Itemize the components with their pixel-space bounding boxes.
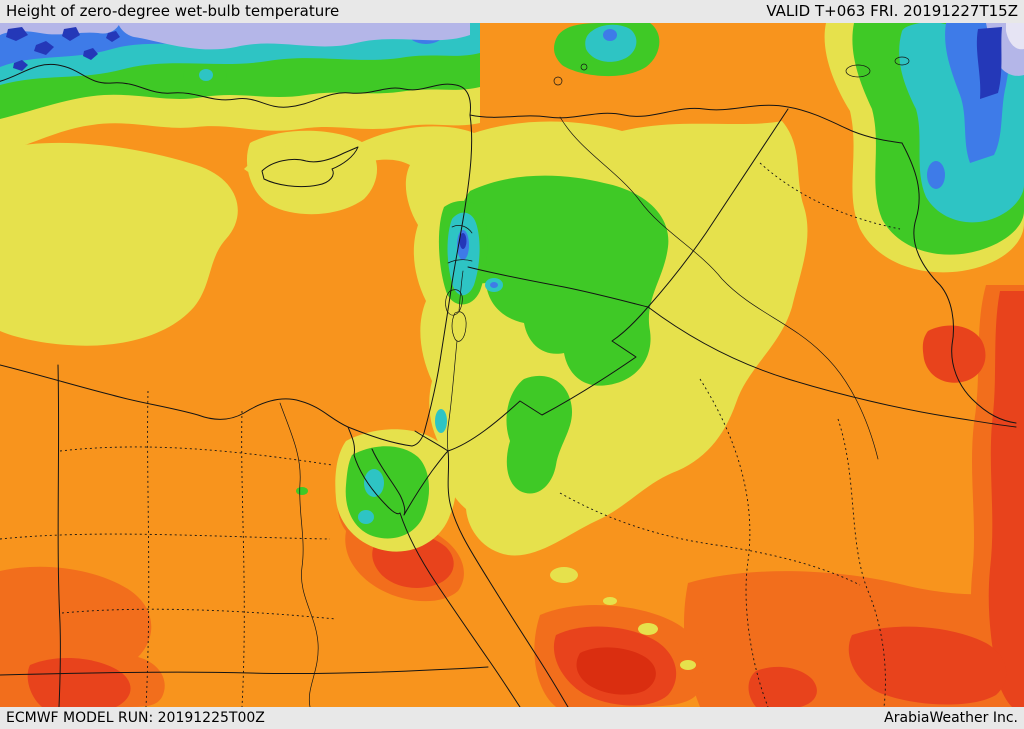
euphrates-river (559, 116, 879, 460)
valid-time-label: VALID T+063 FRI. 20191227T15Z (766, 2, 1018, 20)
warm-anomaly-regions (0, 285, 1024, 707)
title-bar: Height of zero-degree wet-bulb temperatu… (0, 0, 1024, 23)
rivers (279, 116, 879, 707)
admin-borders (0, 162, 901, 707)
weather-map (0, 23, 1024, 707)
attribution-label: ArabiaWeather Inc. (884, 710, 1018, 726)
map-viewport (0, 23, 1024, 707)
map-title: Height of zero-degree wet-bulb temperatu… (6, 2, 340, 20)
dead-sea-outline (451, 311, 467, 342)
model-run-label: ECMWF MODEL RUN: 20191225T00Z (6, 710, 265, 726)
cold-anomaly-regions (0, 23, 1024, 670)
coastline (0, 63, 569, 707)
country-borders (0, 104, 1017, 707)
aegean-islands (6, 27, 120, 71)
contour-fill-layer (0, 23, 1024, 707)
lakes (553, 56, 910, 86)
geography-lines (0, 56, 1017, 707)
nile-river (279, 402, 319, 707)
cyprus-outline (261, 146, 359, 188)
status-bar: ECMWF MODEL RUN: 20191225T00Z ArabiaWeat… (0, 707, 1024, 729)
